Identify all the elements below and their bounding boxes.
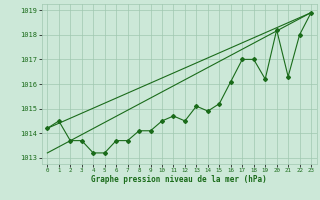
X-axis label: Graphe pression niveau de la mer (hPa): Graphe pression niveau de la mer (hPa) bbox=[91, 175, 267, 184]
